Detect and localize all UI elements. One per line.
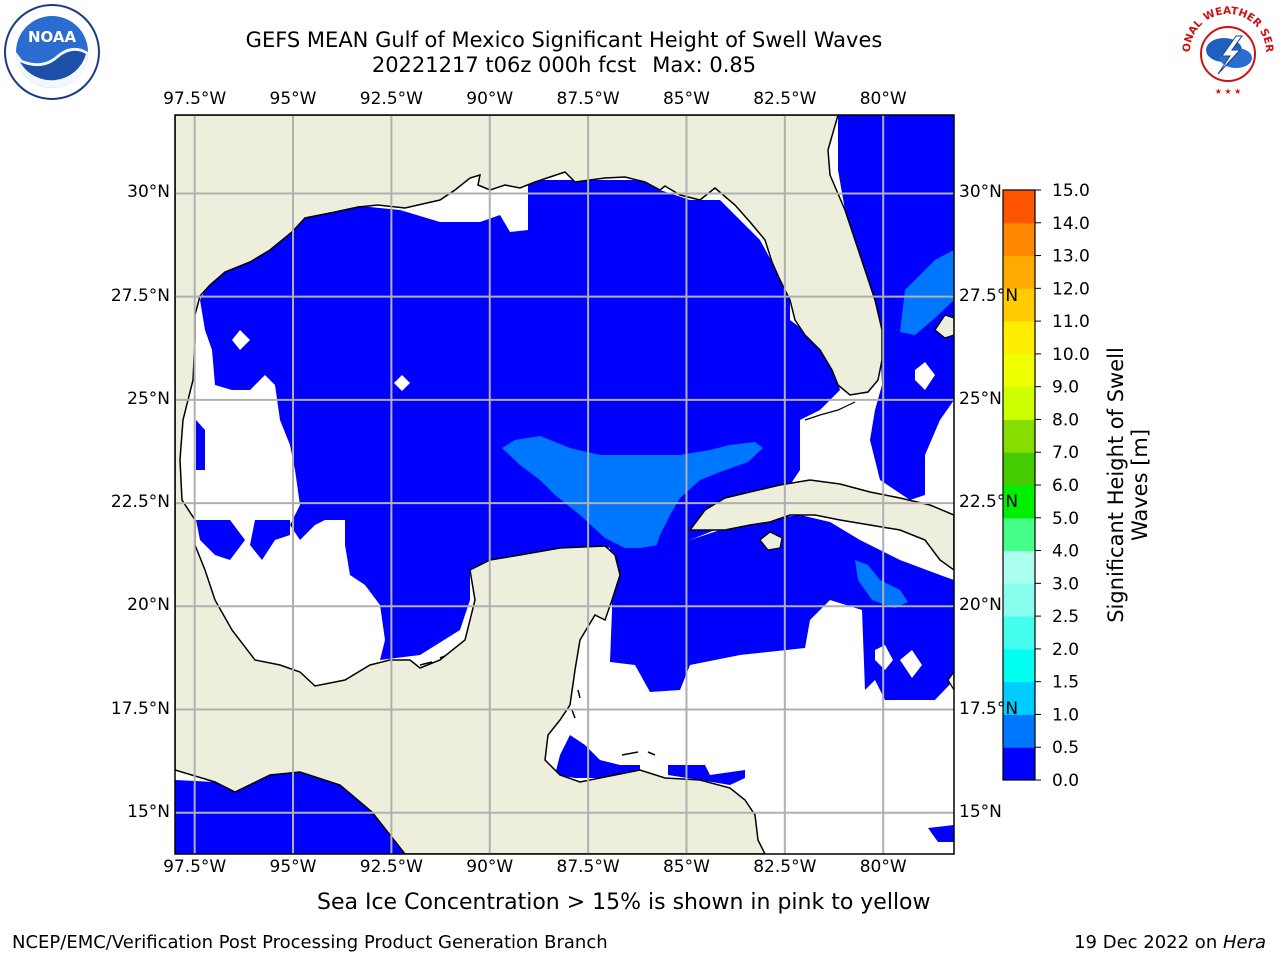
lat-tick-label-left: 17.5°N <box>110 698 170 719</box>
lat-tick-label-right: 15°N <box>959 801 1002 822</box>
swell-field-gulf <box>200 180 840 660</box>
lat-tick-label-right: 20°N <box>959 595 1002 616</box>
chart-title: GEFS MEAN Gulf of Mexico Significant Hei… <box>245 28 883 52</box>
footer-host: Hera <box>1222 932 1266 953</box>
chart-subtitle: 20221217 t06z 000h fcst Max: 0.85 <box>174 53 954 78</box>
colorbar-tick-label: 9.0 <box>1052 378 1079 398</box>
noaa-logo-text: NOAA <box>28 28 77 46</box>
colorbar-label: Significant Height of Swell Waves [m] <box>1104 347 1152 623</box>
lat-tick-label-left: 22.5°N <box>110 492 170 513</box>
lat-tick-label-left: 27.5°N <box>110 285 170 306</box>
lat-tick-label-right: 27.5°N <box>959 285 1019 306</box>
colorbar-segment <box>1003 648 1035 683</box>
lon-tick-label-top: 90°W <box>466 89 514 109</box>
lon-tick-label-top: 85°W <box>662 89 710 109</box>
colorbar-segment <box>1003 288 1035 322</box>
lon-tick-label-top: 87.5°W <box>556 89 620 109</box>
colorbar-segment <box>1003 747 1035 781</box>
colorbar-tick-label: 0.0 <box>1052 771 1079 791</box>
colorbar-tick-label: 5.0 <box>1052 509 1079 529</box>
lon-tick-label-bottom: 95°W <box>269 857 317 877</box>
run-date-label: 20221217 t06z 000h fcst <box>371 53 637 77</box>
swell-field-atlantic <box>838 115 954 500</box>
footer-branch: NCEP/EMC/Verification Post Processing Pr… <box>12 932 608 953</box>
colorbar-segment <box>1003 517 1035 552</box>
lon-tick-label-top: 80°W <box>859 89 907 109</box>
colorbar-segment <box>1003 681 1035 715</box>
colorbar-segment <box>1003 550 1035 584</box>
colorbar-tick-label: 1.5 <box>1052 673 1079 693</box>
colorbar-segment <box>1003 222 1035 257</box>
lat-tick-label-right: 25°N <box>959 388 1002 409</box>
colorbar-tick-label: 3.0 <box>1052 574 1079 594</box>
colorbar-segment <box>1003 190 1035 224</box>
colorbar-tick-label: 14.0 <box>1052 214 1090 234</box>
colorbar-tick-label: 10.0 <box>1052 345 1090 365</box>
colorbar-ticks: 0.0 0.5 1.0 1.5 2.0 2.5 3.0 4.0 5.0 6.0 7.0 8.0 9.0 1… <box>1035 181 1090 791</box>
lon-tick-label-bottom: 82.5°W <box>753 857 817 877</box>
colorbar-tick-label: 2.0 <box>1052 640 1079 660</box>
lat-tick-label-right: 17.5°N <box>959 698 1019 719</box>
swell-field-caribbean <box>610 515 954 700</box>
colorbar-tick-label: 15.0 <box>1052 181 1090 201</box>
lon-tick-label-top: 95°W <box>269 89 317 109</box>
lon-tick-label-bottom: 87.5°W <box>556 857 620 877</box>
colorbar-segment <box>1003 353 1035 388</box>
footer-date: 19 Dec 2022 on Hera <box>1074 932 1266 953</box>
sea-ice-note: Sea Ice Concentration > 15% is shown in … <box>317 890 931 915</box>
colorbar-segment <box>1003 419 1035 453</box>
lon-tick-label-top: 97.5°W <box>163 89 227 109</box>
colorbar-tick-label: 0.5 <box>1052 738 1079 758</box>
colorbar-tick-label: 4.0 <box>1052 542 1079 562</box>
land-us <box>175 115 883 854</box>
lon-tick-label-bottom: 92.5°W <box>359 857 423 877</box>
lon-tick-label-top: 82.5°W <box>753 89 817 109</box>
colorbar-segment <box>1003 485 1035 519</box>
lon-tick-label-top: 92.5°W <box>359 89 423 109</box>
lon-tick-label-bottom: 90°W <box>466 857 514 877</box>
colorbar-segment <box>1003 255 1035 289</box>
map-gridlines <box>175 115 954 854</box>
colorbar-tick-label: 6.0 <box>1052 476 1079 496</box>
lat-tick-label-left: 15°N <box>127 801 170 822</box>
colorbar-tick-label: 7.0 <box>1052 443 1079 463</box>
national-weather-service-logo: NATIONAL WEATHER SERVICE ★ ★ ★ <box>1174 0 1278 102</box>
colorbar-segment <box>1003 452 1035 486</box>
swell-field-central <box>502 436 763 550</box>
colorbar-tick-label: 13.0 <box>1052 247 1090 267</box>
lon-tick-label-bottom: 80°W <box>859 857 907 877</box>
map-frame <box>174 114 955 855</box>
lon-tick-label-bottom: 97.5°W <box>163 857 227 877</box>
lat-tick-label-right: 22.5°N <box>959 492 1019 513</box>
max-value-label: Max: 0.85 <box>652 53 757 77</box>
lat-tick-label-left: 25°N <box>127 388 170 409</box>
colorbar-tick-label: 11.0 <box>1052 312 1090 332</box>
svg-text:★ ★ ★: ★ ★ ★ <box>1215 87 1242 96</box>
colorbar-tick-label: 12.0 <box>1052 279 1090 299</box>
colorbar-tick-label: 8.0 <box>1052 410 1079 430</box>
colorbar-tick-label: 2.5 <box>1052 607 1079 627</box>
colorbar <box>1002 189 1036 781</box>
colorbar-segment <box>1003 583 1035 617</box>
colorbar-segment <box>1003 616 1035 650</box>
noaa-logo: NOAA <box>2 2 102 102</box>
lat-tick-label-right: 30°N <box>959 182 1002 203</box>
colorbar-segment <box>1003 386 1035 420</box>
colorbar-segment <box>1003 714 1035 748</box>
lat-tick-label-left: 20°N <box>127 595 170 616</box>
colorbar-segment <box>1003 321 1035 355</box>
colorbar-tick-label: 1.0 <box>1052 705 1079 725</box>
lat-tick-label-left: 30°N <box>127 182 170 203</box>
lon-tick-label-bottom: 85°W <box>662 857 710 877</box>
